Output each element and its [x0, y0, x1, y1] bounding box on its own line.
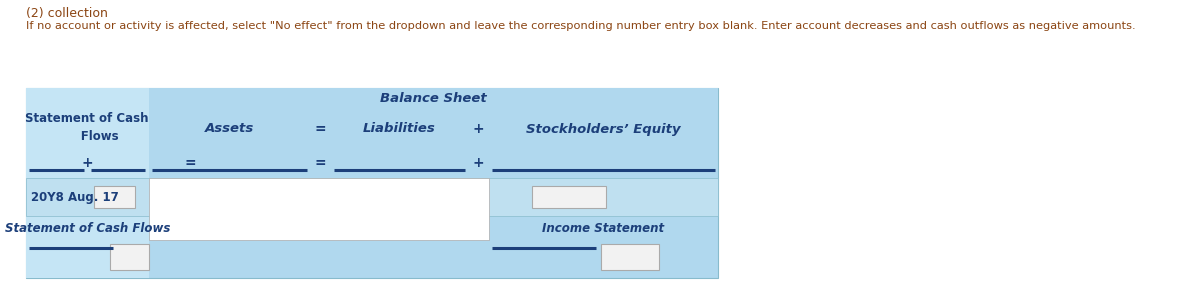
Text: Balance Sheet: Balance Sheet: [380, 92, 487, 105]
Text: 20Y8 Aug. 17: 20Y8 Aug. 17: [31, 191, 119, 204]
FancyBboxPatch shape: [532, 186, 606, 208]
Text: Statement of Cash Flows: Statement of Cash Flows: [5, 221, 170, 235]
FancyBboxPatch shape: [109, 244, 150, 270]
Text: =: =: [185, 156, 196, 170]
Text: +: +: [82, 156, 94, 170]
Bar: [149, 178, 488, 240]
Bar: [149, 88, 719, 110]
Text: =: =: [314, 156, 326, 170]
Text: Liabilities: Liabilities: [364, 122, 436, 135]
Text: Statement of Cash
      Flows: Statement of Cash Flows: [25, 111, 149, 142]
Text: Stockholders’ Equity: Stockholders’ Equity: [526, 122, 680, 135]
Bar: [26, 88, 719, 278]
Text: +: +: [473, 156, 484, 170]
Bar: [26, 88, 149, 278]
Text: +: +: [473, 122, 484, 136]
Bar: [26, 178, 719, 216]
Text: =: =: [314, 122, 326, 136]
Text: Income Statement: Income Statement: [542, 221, 665, 235]
FancyBboxPatch shape: [192, 186, 266, 208]
FancyBboxPatch shape: [362, 186, 437, 208]
Text: If no account or activity is affected, select "No effect" from the dropdown and : If no account or activity is affected, s…: [26, 21, 1135, 31]
FancyBboxPatch shape: [94, 186, 134, 208]
Text: Assets: Assets: [205, 122, 254, 135]
Text: (2) collection: (2) collection: [26, 7, 108, 20]
FancyBboxPatch shape: [600, 244, 659, 270]
